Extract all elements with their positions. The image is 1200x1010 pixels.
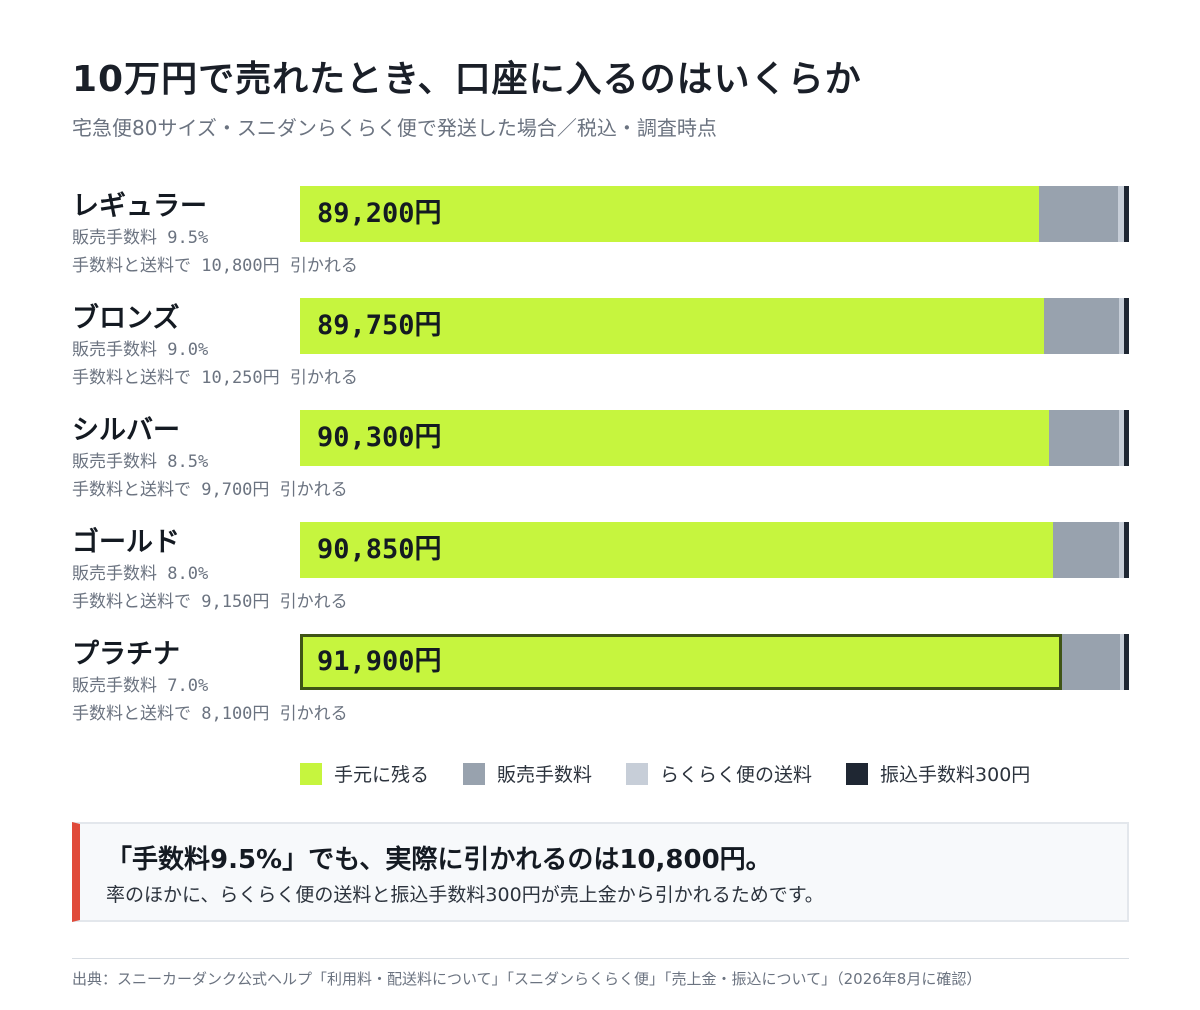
segment-sales-fee — [1061, 634, 1120, 690]
bar-value-label: 90,300円 — [317, 422, 442, 453]
legend-item: 手元に残る — [300, 760, 429, 787]
tier-total-deduction: 手数料と送料で 9,700円 引かれる — [72, 480, 348, 500]
segment-net-amount — [300, 634, 1062, 690]
segment-transfer-fee — [1124, 522, 1129, 578]
bar-track: 89,750円 — [300, 298, 1129, 354]
row-label: シルバー販売手数料 8.5% 手数料と送料で 9,700円 引かれる — [72, 415, 348, 502]
legend-swatch — [846, 762, 869, 785]
segment-shipping-fee — [1119, 634, 1124, 690]
segment-shipping-fee — [1118, 298, 1124, 354]
bar-value-label: 89,750円 — [317, 310, 442, 341]
tier-name: プラチナ — [72, 639, 180, 670]
chart-subtitle: 宅急便80サイズ・スニダンらくらく便で発送した場合／税込・調査時点 — [72, 116, 717, 140]
callout-box: 「手数料9.5%」でも、実際に引かれるのは10,800円。 率のほかに、らくらく… — [72, 822, 1129, 922]
legend-item: らくらく便の送料 — [626, 760, 812, 787]
tier-fee-rate: 販売手数料 8.0% — [72, 564, 209, 584]
segment-shipping-fee — [1119, 410, 1124, 466]
tier-total-deduction: 手数料と送料で 10,800円 引かれる — [72, 256, 358, 276]
bar-value-label: 89,200円 — [317, 198, 442, 229]
callout-body: 率のほかに、らくらく便の送料と振込手数料300円が売上金から引かれるためです。 — [106, 884, 824, 906]
tier-name: シルバー — [72, 415, 180, 446]
tier-name: レギュラー — [72, 191, 207, 222]
segment-net-amount — [300, 186, 1040, 242]
source-note: 出典：スニーカーダンク公式ヘルプ「利用料・配送料について」「スニダンらくらく便」… — [72, 970, 982, 988]
legend-label: らくらく便の送料 — [660, 764, 813, 786]
tier-name: ゴールド — [72, 527, 180, 558]
tier-fee-rate: 販売手数料 7.0% — [72, 676, 209, 696]
row-label: ブロンズ販売手数料 9.0% 手数料と送料で 10,250円 引かれる — [72, 303, 358, 390]
segment-sales-fee — [1048, 410, 1120, 466]
legend-swatch — [626, 762, 649, 785]
segment-sales-fee — [1044, 298, 1119, 354]
legend-swatch — [463, 762, 486, 785]
tier-name: ブロンズ — [72, 303, 180, 334]
legend-label: 手元に残る — [334, 764, 430, 786]
footer-divider — [72, 958, 1129, 959]
legend-label: 販売手数料 — [497, 764, 593, 786]
segment-shipping-fee — [1118, 186, 1124, 242]
tier-fee-rate: 販売手数料 9.5% — [72, 228, 209, 248]
bar-track: 90,300円 — [300, 410, 1129, 466]
legend-item: 振込手数料300円 — [846, 760, 1030, 787]
bar-value-label: 90,850円 — [317, 534, 442, 565]
callout-headline: 「手数料9.5%」でも、実際に引かれるのは10,800円。 — [106, 845, 772, 875]
legend-item: 販売手数料 — [463, 760, 592, 787]
segment-shipping-fee — [1119, 522, 1124, 578]
tier-total-deduction: 手数料と送料で 10,250円 引かれる — [72, 368, 358, 388]
row-label: レギュラー販売手数料 9.5% 手数料と送料で 10,800円 引かれる — [72, 191, 358, 278]
bar-value-label: 91,900円 — [317, 646, 442, 677]
row-label: ゴールド販売手数料 8.0% 手数料と送料で 9,150円 引かれる — [72, 527, 348, 614]
segment-transfer-fee — [1124, 410, 1129, 466]
legend-swatch — [300, 762, 322, 785]
segment-net-amount — [300, 410, 1049, 466]
segment-net-amount — [300, 298, 1045, 354]
segment-net-amount — [300, 522, 1054, 578]
legend-label: 振込手数料300円 — [880, 764, 1031, 786]
segment-transfer-fee — [1124, 298, 1129, 354]
segment-transfer-fee — [1124, 186, 1129, 242]
chart-title: 10万円で売れたとき、口座に入るのはいくらか — [72, 59, 862, 100]
legend: 手元に残る 販売手数料 らくらく便の送料 振込手数料300円 — [300, 760, 1030, 787]
row-label: プラチナ販売手数料 7.0% 手数料と送料で 8,100円 引かれる — [72, 639, 348, 726]
segment-sales-fee — [1039, 186, 1119, 242]
bar-track: 90,850円 — [300, 522, 1129, 578]
bar-track: 91,900円 — [300, 634, 1129, 690]
tier-fee-rate: 販売手数料 9.0% — [72, 340, 209, 360]
tier-total-deduction: 手数料と送料で 9,150円 引かれる — [72, 592, 348, 612]
tier-total-deduction: 手数料と送料で 8,100円 引かれる — [72, 704, 348, 724]
segment-sales-fee — [1053, 522, 1120, 578]
bar-track: 89,200円 — [300, 186, 1129, 242]
segment-transfer-fee — [1124, 634, 1129, 690]
tier-fee-rate: 販売手数料 8.5% — [72, 452, 209, 472]
